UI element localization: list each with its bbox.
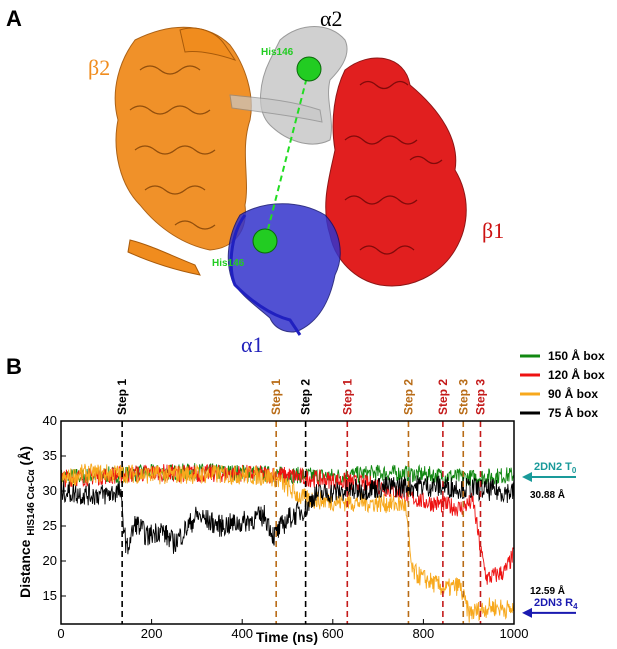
his146-label-top: His146 [261,47,294,58]
series-line-2 [61,463,514,585]
legend-label: 150 Å box [548,348,605,363]
beta1-subunit [325,57,467,287]
alpha2-subunit [229,26,348,145]
step-label: Step 1 [115,379,129,415]
x-axis-title: Time (ns) [256,629,318,645]
series-layer [61,463,514,623]
step-lines: Step 1 Step 1 Step 2 Step 1 Step 2 Step 2 Step… [115,379,487,624]
beta2-helix-turns [129,65,216,230]
y-tick-label: 20 [43,553,57,568]
chain-label-alpha1: α1 [241,332,264,357]
legend-label: 75 Å box [548,405,598,420]
panel-a-label: A [6,6,22,31]
y-axis-title-sub: HIS146 Cα-Cα [26,469,37,536]
plot-frame [60,420,515,625]
x-tick-label: 800 [413,626,435,641]
step-label: Step 3 [456,379,470,415]
reference-value: 12.59 Å [530,584,565,597]
step-label: Step 2 [436,379,450,415]
y-axis-title-main: Distance [17,536,33,598]
y-axis-title: Distance HIS146 Cα-Cα (Å) [17,446,37,598]
chain-label-beta1: β1 [482,218,504,243]
his146-label-bottom: His146 [212,258,245,269]
step-label: Step 1 [269,379,283,415]
step-label: Step 3 [473,379,487,415]
step-label: Step 2 [401,379,415,415]
panel-b-label: B [6,354,22,379]
y-axis-ticks: 15 20 25 30 35 40 [43,413,66,603]
distance-chart: Step 1 Step 1 Step 2 Step 1 Step 2 Step 2 Step… [17,348,605,645]
y-tick-label: 25 [43,518,57,533]
chain-label-alpha2: α2 [320,6,343,31]
reference-label: 2DN2 T0 [534,461,577,475]
step-label: Step 1 [340,379,354,415]
reference-arrowhead [522,607,532,618]
x-tick-label: 200 [141,626,163,641]
legend-label: 90 Å box [548,386,598,401]
alpha1-loop [229,214,302,336]
y-tick-label: 35 [43,448,57,463]
step-label: Step 2 [299,379,313,415]
y-tick-label: 15 [43,588,57,603]
y-tick-label: 40 [43,413,57,428]
reference-arrowhead [522,472,532,482]
x-tick-label: 1000 [500,626,529,641]
y-tick-label: 30 [43,483,57,498]
legend: 150 Å box 120 Å box 90 Å box 75 Å box [520,348,605,420]
series-line-3 [61,463,514,623]
chain-label-beta2: β2 [88,55,110,80]
x-axis-ticks: 0 200 400 600 800 1000 [57,619,528,641]
protein-structure: His146 His146 β2 α2 β1 α1 [88,6,504,357]
his146-sphere-top [296,56,322,82]
y-axis-title-unit: (Å) [17,446,33,469]
alpha1-subunit [227,203,341,333]
x-tick-label: 600 [322,626,344,641]
his146-sphere-bottom [252,228,278,254]
x-tick-label: 0 [57,626,64,641]
series-line-4 [61,475,514,555]
reference-label: 2DN3 R4 [534,597,578,611]
beta1-helix-turns [344,80,443,255]
reference-value: 30.88 Å [530,488,565,501]
legend-label: 120 Å box [548,367,605,382]
x-tick-label: 400 [231,626,253,641]
